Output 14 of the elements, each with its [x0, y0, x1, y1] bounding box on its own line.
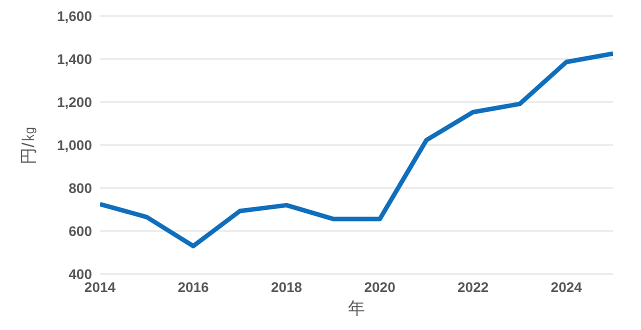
x-tick-label: 2022: [458, 278, 489, 295]
y-tick-label: 1,600: [56, 8, 92, 24]
x-tick-label: 2018: [270, 278, 302, 295]
line-series: [100, 51, 613, 248]
y-tick-label: 600: [68, 222, 92, 239]
x-tick-label: 2020: [364, 278, 396, 295]
y-tick-label: 1,200: [56, 94, 92, 110]
x-axis-title: 年: [348, 299, 365, 318]
y-tick-label: 1,000: [56, 136, 92, 153]
y-axis-title: 円/㎏: [19, 126, 38, 164]
x-tick-label: 2024: [550, 278, 582, 295]
y-tick-label: 1,400: [56, 50, 92, 67]
y-tick-label: 800: [68, 180, 92, 196]
x-tick-label: 2016: [178, 278, 210, 295]
